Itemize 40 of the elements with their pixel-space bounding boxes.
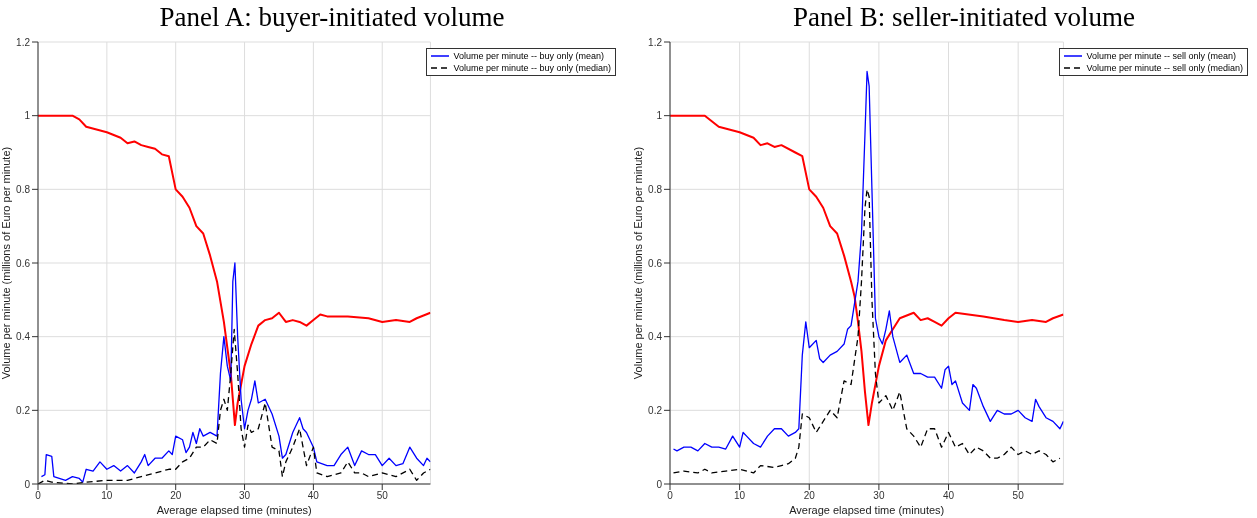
legend-label: Volume per minute -- buy only (median) bbox=[453, 62, 611, 74]
x-tick-label: 50 bbox=[376, 490, 389, 502]
x-tick-label: 30 bbox=[238, 490, 251, 502]
x-tick-label: 30 bbox=[873, 490, 885, 502]
x-tick-label: 10 bbox=[101, 490, 113, 502]
y-tick-label: 0 bbox=[656, 478, 663, 490]
chart-title: Panel A: buyer-initiated volume bbox=[158, 1, 506, 34]
y-tick-label: 1 bbox=[24, 110, 31, 122]
x-tick-label: 20 bbox=[803, 490, 816, 502]
legend-label: Volume per minute -- sell only (mean) bbox=[1086, 50, 1236, 62]
y-tick-label: 0.6 bbox=[16, 257, 31, 269]
y-tick-label: 1.2 bbox=[16, 36, 31, 48]
y-tick-label: 0.2 bbox=[16, 404, 31, 416]
legend-label: Volume per minute -- buy only (mean) bbox=[453, 50, 604, 62]
y-tick-label: 1 bbox=[656, 110, 663, 122]
x-axis-title: Average elapsed time (minutes) bbox=[156, 504, 312, 516]
chart-title: Panel B: seller-initiated volume bbox=[791, 1, 1137, 34]
y-tick-label: 0.8 bbox=[648, 183, 663, 195]
x-tick-label: 40 bbox=[307, 490, 320, 502]
y-axis-title: Volume per minute (millions of Euro per minute) bbox=[0, 146, 12, 380]
x-tick-label: 50 bbox=[1012, 490, 1025, 502]
y-tick-label: 0.2 bbox=[648, 404, 663, 416]
y-tick-label: 1.2 bbox=[648, 36, 663, 48]
line-series bbox=[670, 114, 1064, 427]
y-tick-label: 0.8 bbox=[16, 183, 31, 195]
x-tick-label: 0 bbox=[667, 490, 674, 502]
x-tick-label: 0 bbox=[35, 490, 42, 502]
y-tick-label: 0 bbox=[24, 478, 31, 490]
y-tick-label: 0.6 bbox=[648, 257, 663, 269]
legend-label: Volume per minute -- sell only (median) bbox=[1086, 62, 1243, 74]
y-tick-label: 0.4 bbox=[16, 331, 31, 343]
x-tick-label: 10 bbox=[734, 490, 746, 502]
x-tick-label: 40 bbox=[942, 490, 955, 502]
line-series bbox=[672, 188, 1061, 474]
line-series bbox=[672, 70, 1064, 452]
y-axis-title: Volume per minute (millions of Euro per minute) bbox=[631, 146, 644, 380]
x-axis-title: Average elapsed time (minutes) bbox=[789, 504, 945, 516]
x-tick-label: 20 bbox=[170, 490, 182, 502]
line-series bbox=[38, 114, 431, 427]
y-tick-label: 0.4 bbox=[648, 331, 663, 343]
